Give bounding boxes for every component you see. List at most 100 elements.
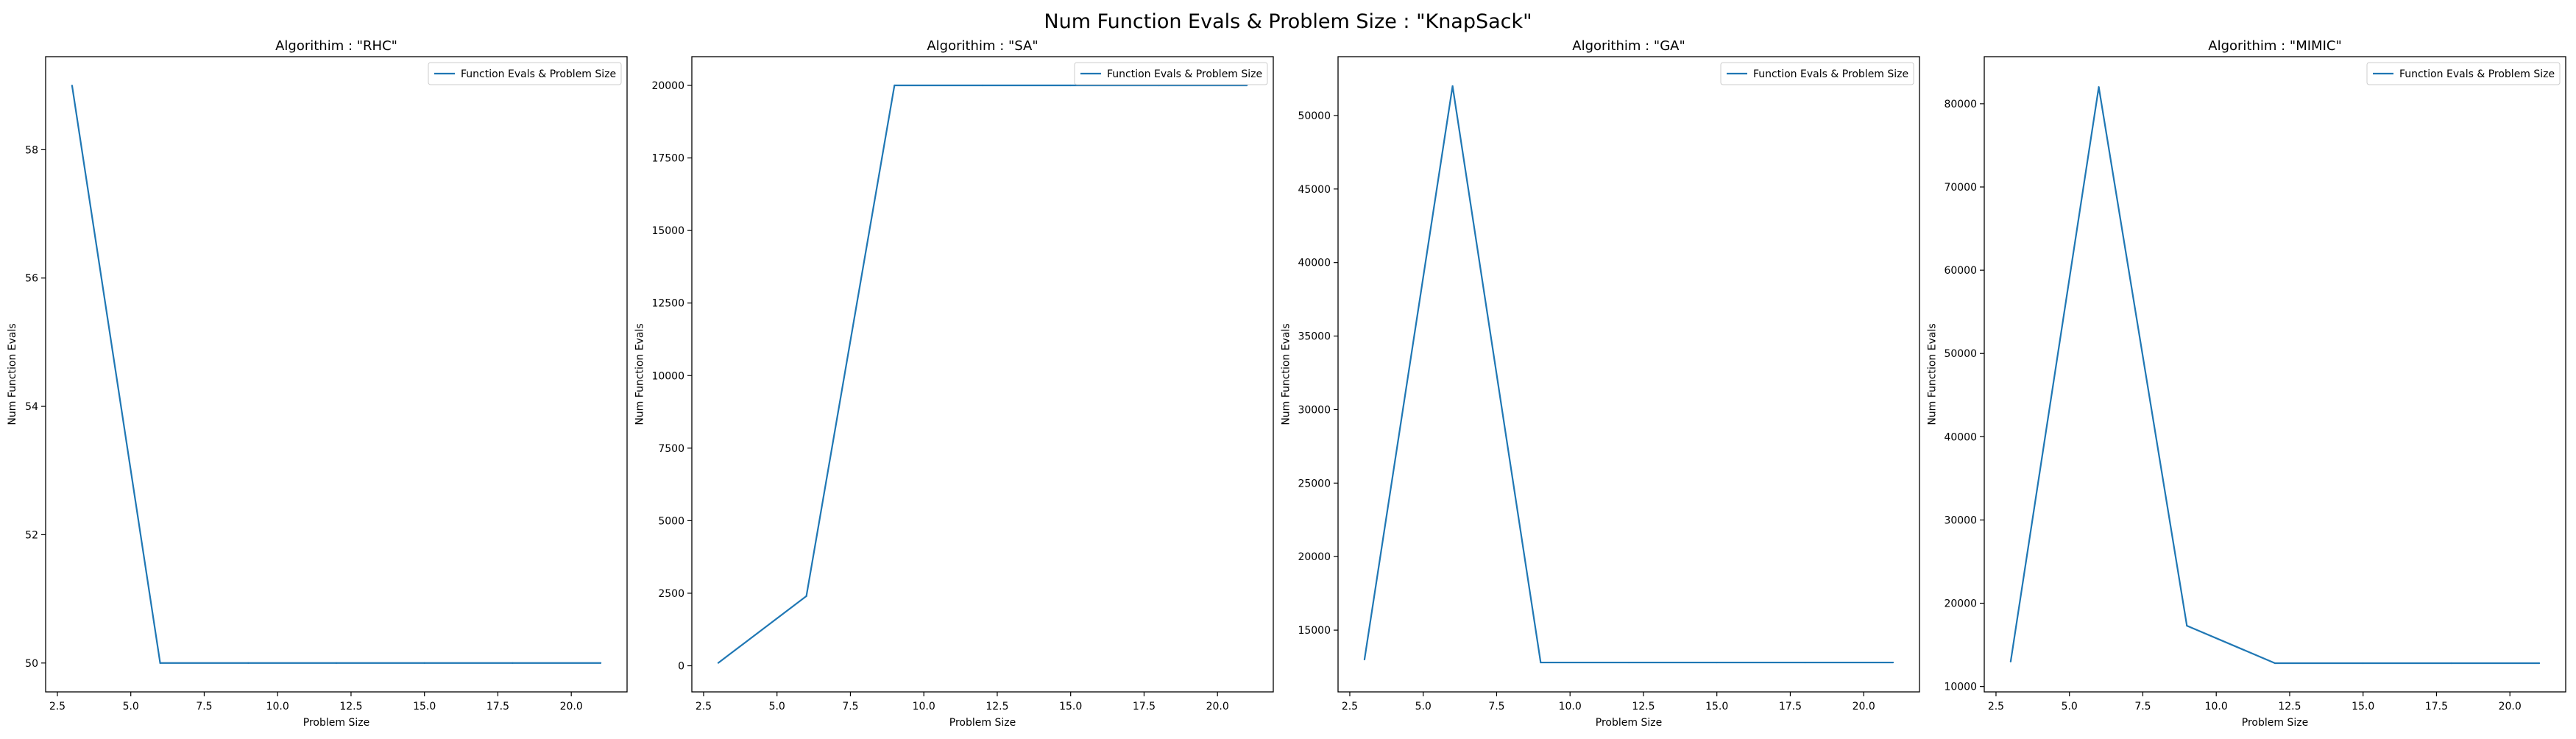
y-tick-label: 30000 — [1298, 404, 1331, 416]
data-point — [2009, 660, 2012, 662]
x-axis-label: Problem Size — [1596, 717, 1662, 729]
y-axis-label: Num Function Evals — [1281, 323, 1292, 425]
x-tick-label: 7.5 — [1488, 701, 1504, 713]
y-tick-label: 54 — [25, 401, 38, 413]
y-tick-label: 58 — [25, 144, 38, 156]
x-tick-label: 5.0 — [123, 701, 139, 713]
x-tick-label: 15.0 — [2352, 701, 2374, 713]
x-tick-label: 2.5 — [1342, 701, 1358, 713]
legend-box — [1720, 62, 1914, 85]
x-tick-label: 12.5 — [1632, 701, 1655, 713]
legend: Function Evals & Problem Size — [1074, 62, 1268, 85]
y-tick-label: 40000 — [1298, 258, 1331, 269]
y-tick-label: 0 — [678, 661, 684, 673]
series-line — [2009, 86, 2540, 665]
x-tick-label: 2.5 — [696, 701, 712, 713]
x-tick-label: 17.5 — [1779, 701, 1802, 713]
legend-label: Function Evals & Problem Size — [1753, 68, 1908, 80]
y-axis-label: Num Function Evals — [1927, 323, 1939, 425]
subplot-4: Algorithim : "MIMIC" 2.5 5.0 7.5 10.0 12.5 15.… — [1927, 38, 2566, 729]
data-point — [512, 662, 514, 664]
subplot-2: Algorithim : "SA" 2.5 5.0 7.5 10.0 12.5 15.0 17… — [634, 38, 1274, 729]
x-tick-label: 5.0 — [769, 701, 785, 713]
x-tick-label: 15.0 — [413, 701, 436, 713]
series-line — [71, 85, 601, 664]
data-point — [2362, 662, 2364, 665]
y-tick-label: 56 — [25, 273, 38, 285]
y-tick-label: 50000 — [1944, 348, 1977, 360]
y-tick-label: 20000 — [651, 80, 684, 92]
data-point — [981, 84, 984, 87]
x-tick-label: 7.5 — [196, 701, 212, 713]
data-point — [159, 662, 161, 664]
y-axis-label: Num Function Evals — [634, 323, 646, 425]
data-point — [247, 662, 250, 664]
y-tick-label: 5000 — [658, 515, 684, 527]
x-tick-label: 17.5 — [2425, 701, 2448, 713]
y-tick-label: 10000 — [1944, 682, 1977, 693]
y-tick-label: 35000 — [1298, 331, 1331, 343]
x-axis-label: Problem Size — [949, 717, 1016, 729]
data-point — [1627, 661, 1630, 664]
x-tick-label: 20.0 — [2499, 701, 2522, 713]
data-point — [894, 84, 896, 87]
y-tick-label: 30000 — [1944, 515, 1977, 526]
x-axis-label: Problem Size — [303, 717, 369, 729]
data-point — [2274, 662, 2276, 665]
y-axis-label: Num Function Evals — [7, 323, 18, 425]
y-tick-label: 2500 — [658, 588, 684, 600]
y-tick-label: 20000 — [1944, 598, 1977, 610]
data-point — [1716, 661, 1718, 664]
subplot-1: Algorithim : "RHC" 2.5 5.0 7.5 10.0 12.5 15.0 1… — [7, 38, 628, 729]
data-point — [2538, 662, 2541, 665]
y-tick-label: 70000 — [1944, 182, 1977, 194]
y-tick-label: 12500 — [651, 298, 684, 310]
x-tick-label: 17.5 — [1133, 701, 1156, 713]
y-tick-label: 17500 — [651, 153, 684, 165]
data-point — [423, 662, 425, 664]
data-point — [1892, 661, 1894, 664]
y-tick-label: 45000 — [1298, 184, 1331, 196]
data-point — [2098, 86, 2100, 88]
y-tick-label: 25000 — [1298, 478, 1331, 489]
x-tick-label: 20.0 — [560, 701, 583, 713]
x-tick-label: 2.5 — [49, 701, 66, 713]
x-tick-label: 12.5 — [986, 701, 1008, 713]
data-point — [1451, 85, 1454, 88]
x-tick-label: 10.0 — [913, 701, 935, 713]
y-tick-label: 60000 — [1944, 265, 1977, 277]
data-point — [335, 662, 338, 664]
axes-frame — [1984, 56, 2566, 693]
subplot-title: Algorithim : "MIMIC" — [2208, 38, 2341, 54]
legend-box — [2366, 62, 2561, 85]
subplot-title: Algorithim : "RHC" — [275, 38, 397, 54]
x-tick-label: 5.0 — [1415, 701, 1432, 713]
data-point — [1540, 661, 1542, 664]
x-tick-label: 10.0 — [2205, 701, 2228, 713]
axes-frame — [1337, 56, 1920, 693]
y-tick-label: 10000 — [651, 370, 684, 382]
x-tick-label: 15.0 — [1059, 701, 1082, 713]
axes-frame — [691, 56, 1274, 693]
data-point — [805, 595, 807, 597]
data-point — [1363, 658, 1366, 661]
legend: Function Evals & Problem Size — [1720, 62, 1914, 85]
subplot-title: Algorithim : "SA" — [927, 38, 1038, 54]
legend: Function Evals & Problem Size — [2366, 62, 2561, 85]
data-point — [71, 85, 74, 87]
x-tick-label: 10.0 — [1559, 701, 1582, 713]
x-tick-label: 20.0 — [1206, 701, 1229, 713]
x-axis-label: Problem Size — [2242, 717, 2308, 729]
x-tick-label: 12.5 — [339, 701, 362, 713]
figure-title: Num Function Evals & Problem Size : "Kna… — [1044, 10, 1532, 33]
subplot-title: Algorithim : "GA" — [1572, 38, 1685, 54]
data-point — [717, 662, 720, 664]
x-tick-label: 7.5 — [842, 701, 858, 713]
y-tick-label: 7500 — [658, 443, 684, 455]
x-tick-label: 10.0 — [266, 701, 289, 713]
x-tick-label: 12.5 — [2278, 701, 2301, 713]
y-tick-label: 20000 — [1298, 551, 1331, 563]
x-tick-label: 15.0 — [1705, 701, 1728, 713]
